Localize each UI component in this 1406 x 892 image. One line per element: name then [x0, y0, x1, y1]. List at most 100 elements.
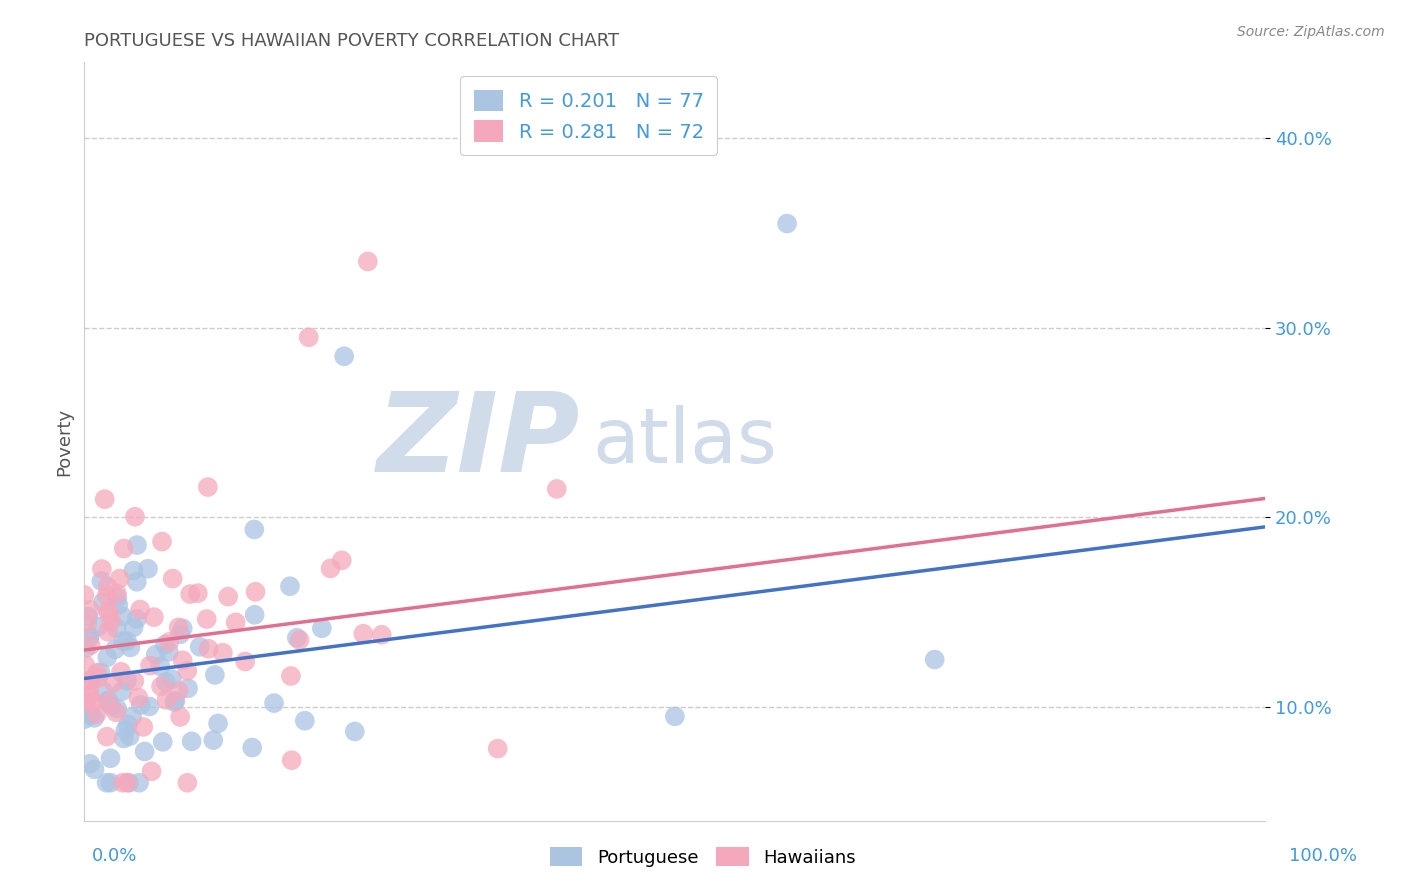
- Point: [343, 724, 366, 739]
- Point: [136, 562, 159, 576]
- Point: [111, 776, 134, 790]
- Point: [188, 640, 211, 654]
- Point: [86, 665, 108, 680]
- Point: [294, 714, 316, 728]
- Point: [87, 619, 110, 633]
- Point: [129, 602, 152, 616]
- Point: [157, 645, 180, 659]
- Point: [145, 648, 167, 662]
- Point: [115, 673, 138, 688]
- Point: [162, 572, 184, 586]
- Point: [125, 612, 148, 626]
- Point: [155, 692, 177, 706]
- Point: [76, 616, 98, 631]
- Text: atlas: atlas: [592, 405, 778, 478]
- Point: [114, 723, 136, 738]
- Point: [105, 591, 128, 605]
- Point: [180, 734, 202, 748]
- Point: [117, 717, 139, 731]
- Point: [132, 720, 155, 734]
- Point: [96, 776, 118, 790]
- Point: [108, 572, 131, 586]
- Point: [288, 632, 311, 647]
- Point: [664, 709, 686, 723]
- Point: [111, 609, 134, 624]
- Point: [776, 217, 799, 231]
- Point: [330, 553, 353, 567]
- Point: [96, 589, 118, 603]
- Point: [90, 665, 112, 680]
- Point: [79, 638, 101, 652]
- Point: [79, 689, 101, 703]
- Point: [160, 672, 183, 686]
- Point: [105, 586, 128, 600]
- Point: [285, 631, 308, 645]
- Point: [79, 629, 101, 643]
- Point: [124, 509, 146, 524]
- Point: [105, 706, 128, 720]
- Point: [176, 664, 198, 678]
- Point: [73, 588, 96, 602]
- Point: [100, 614, 122, 628]
- Point: [486, 741, 509, 756]
- Point: [204, 668, 226, 682]
- Point: [105, 701, 128, 715]
- Point: [177, 681, 200, 696]
- Point: [240, 740, 263, 755]
- Point: [100, 751, 122, 765]
- Point: [153, 638, 176, 652]
- Point: [120, 640, 142, 655]
- Point: [97, 624, 120, 639]
- Point: [169, 710, 191, 724]
- Point: [165, 694, 187, 708]
- Point: [100, 698, 122, 713]
- Point: [112, 731, 135, 746]
- Point: [150, 534, 173, 549]
- Point: [134, 744, 156, 758]
- Point: [103, 675, 125, 690]
- Point: [245, 584, 267, 599]
- Point: [115, 634, 138, 648]
- Point: [225, 615, 247, 630]
- Point: [75, 657, 97, 672]
- Point: [83, 762, 105, 776]
- Point: [217, 590, 239, 604]
- Point: [152, 735, 174, 749]
- Point: [90, 562, 112, 576]
- Text: 100.0%: 100.0%: [1289, 847, 1357, 864]
- Point: [371, 628, 394, 642]
- Point: [187, 586, 209, 600]
- Legend: R = 0.201   N = 77, R = 0.281   N = 72: R = 0.201 N = 77, R = 0.281 N = 72: [460, 76, 717, 155]
- Point: [278, 579, 301, 593]
- Point: [195, 612, 218, 626]
- Point: [82, 696, 104, 710]
- Point: [97, 603, 120, 617]
- Point: [87, 671, 110, 685]
- Point: [128, 776, 150, 790]
- Point: [79, 603, 101, 617]
- Point: [352, 626, 374, 640]
- Point: [118, 776, 141, 790]
- Point: [298, 330, 321, 344]
- Point: [125, 574, 148, 589]
- Point: [118, 729, 141, 743]
- Point: [172, 621, 194, 635]
- Point: [333, 349, 356, 363]
- Point: [96, 580, 118, 594]
- Point: [163, 695, 186, 709]
- Legend: Portuguese, Hawaiians: Portuguese, Hawaiians: [543, 840, 863, 874]
- Point: [127, 690, 149, 705]
- Point: [91, 595, 114, 609]
- Point: [280, 669, 302, 683]
- Point: [117, 776, 139, 790]
- Point: [77, 631, 100, 645]
- Point: [311, 621, 333, 635]
- Point: [77, 609, 100, 624]
- Point: [167, 684, 190, 698]
- Point: [121, 710, 143, 724]
- Point: [79, 756, 101, 771]
- Point: [107, 598, 129, 612]
- Point: [104, 642, 127, 657]
- Point: [263, 696, 285, 710]
- Point: [76, 674, 98, 689]
